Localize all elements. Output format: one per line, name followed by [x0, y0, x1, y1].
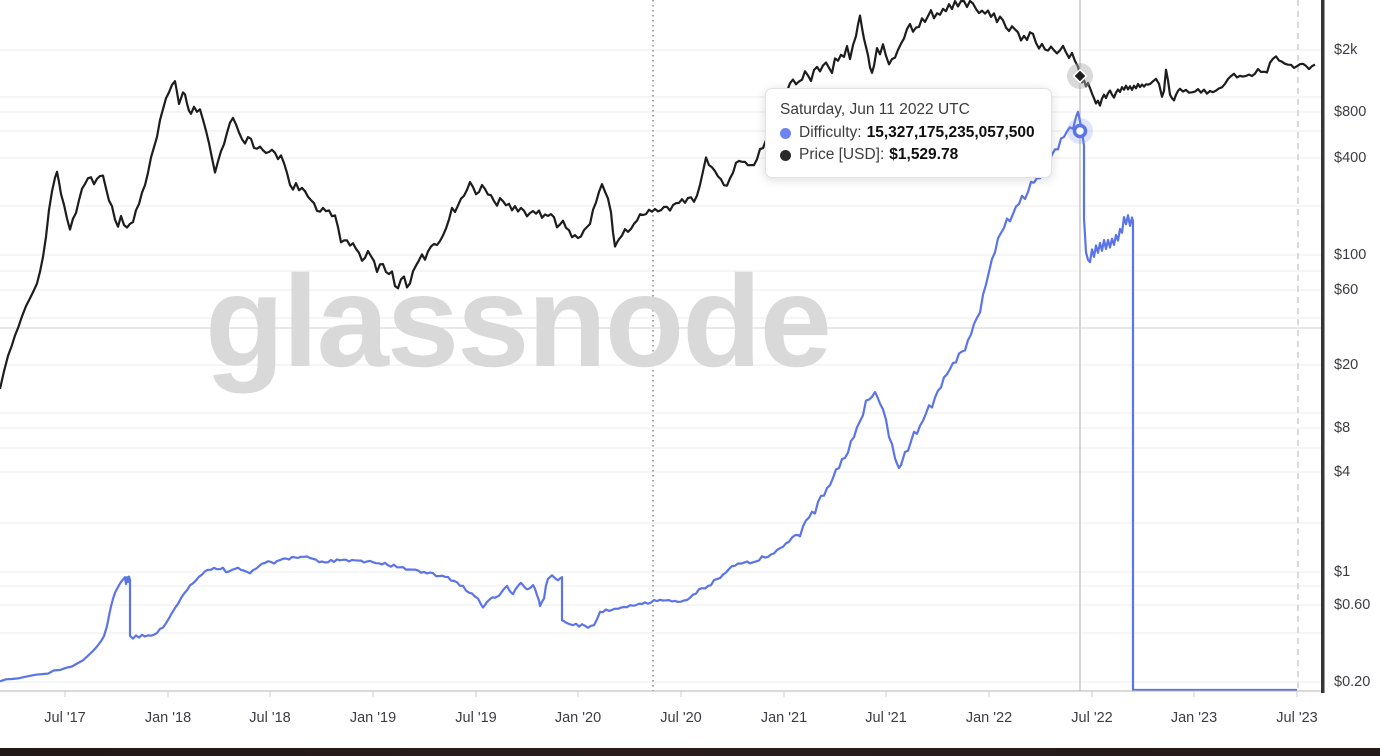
- glassnode-watermark: glassnode: [205, 248, 830, 394]
- x-axis-label: Jan '19: [349, 710, 397, 726]
- tooltip-label: Difficulty:: [799, 124, 862, 141]
- x-axis-label: Jan '23: [1170, 710, 1218, 726]
- price-crosshair-diamond-icon: [1072, 68, 1088, 84]
- x-axis-label: Jul '19: [455, 710, 497, 726]
- series-line-difficulty: [0, 110, 1297, 691]
- x-axis-label: Jul '17: [44, 710, 86, 726]
- y-axis-label: $4: [1334, 464, 1351, 480]
- x-axis-label: Jul '23: [1276, 710, 1318, 726]
- difficulty-series-dot-icon: [780, 127, 791, 139]
- y-axis-label: $0.20: [1334, 674, 1371, 690]
- tooltip-label: Price [USD]:: [799, 146, 885, 163]
- x-axis-label: Jul '22: [1071, 710, 1113, 726]
- difficulty-crosshair-ring-icon: [1072, 123, 1088, 139]
- x-axis-label: Jan '20: [554, 710, 602, 726]
- chart-tooltip: Saturday, Jun 11 2022 UTC Difficulty: 15…: [765, 88, 1052, 178]
- y-axis-label: $60: [1334, 282, 1359, 298]
- x-axis-label: Jan '18: [144, 710, 192, 726]
- y-axis-label: $1: [1334, 564, 1351, 580]
- tooltip-date: Saturday, Jun 11 2022 UTC: [780, 101, 970, 118]
- y-axis-label: $8: [1334, 420, 1351, 436]
- y-axis-line: [1321, 0, 1325, 693]
- y-axis-label: $400: [1334, 150, 1367, 166]
- tooltip-value: 15,327,175,235,057,500: [866, 124, 1035, 141]
- x-axis-label: Jan '22: [965, 710, 1013, 726]
- price-series-dot-icon: [780, 149, 791, 161]
- tooltip-row-difficulty: Difficulty: 15,327,175,235,057,500: [780, 122, 1035, 144]
- series-line-price-usd-: [0, 0, 1316, 390]
- y-axis-label: $800: [1334, 104, 1367, 120]
- y-axis-label: $100: [1334, 247, 1367, 263]
- x-axis-label: Jan '21: [760, 710, 808, 726]
- window-bottom-bar: [0, 748, 1380, 756]
- tooltip-value: $1,529.78: [889, 146, 959, 163]
- y-axis-label: $20: [1334, 357, 1359, 373]
- x-axis-label: Jul '21: [865, 710, 907, 726]
- x-axis-label: Jul '20: [660, 710, 702, 726]
- y-axis-label: $0.60: [1334, 597, 1371, 613]
- tooltip-row-price: Price [USD]: $1,529.78: [780, 144, 1035, 166]
- x-axis-label: Jul '18: [249, 710, 291, 726]
- y-axis-label: $2k: [1334, 42, 1358, 58]
